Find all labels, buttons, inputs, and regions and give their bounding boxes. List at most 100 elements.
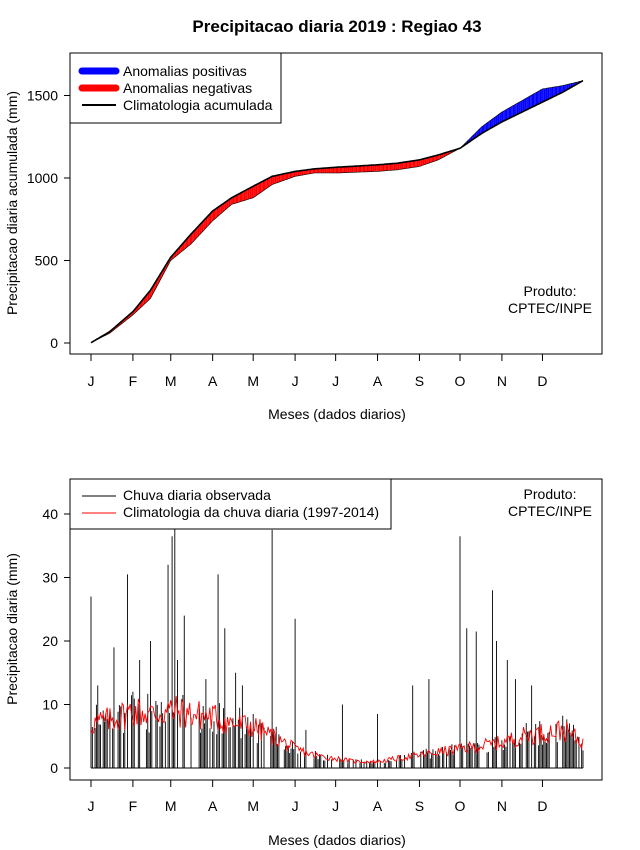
positive-anomaly-band [487,121,489,131]
positive-anomaly-band [551,87,554,98]
bottom-annotation-line-2: CPTEC/INPE [508,503,592,519]
negative-anomaly-band [405,161,408,169]
y-tick-label: 1500 [27,88,58,104]
negative-anomaly-band [186,237,189,248]
x-tick-label: S [415,798,424,814]
negative-anomaly-band [434,155,436,162]
x-tick-label: F [129,373,138,389]
positive-anomaly-band [497,113,500,125]
x-tick-label: N [497,373,507,389]
negative-anomaly-band [369,165,371,172]
negative-anomaly-band [245,189,247,201]
negative-anomaly-band [418,159,420,167]
positive-anomaly-band [553,86,555,97]
negative-anomaly-band [223,202,225,212]
negative-anomaly-band [235,194,237,204]
negative-anomaly-band [309,169,312,174]
negative-anomaly-band [332,167,335,174]
negative-anomaly-band [409,161,412,168]
negative-anomaly-band [339,166,342,173]
negative-anomaly-band [361,165,363,173]
negative-anomaly-band [241,192,243,202]
positive-anomaly-band [491,118,493,129]
negative-anomaly-band [396,163,398,170]
negative-anomaly-band [347,166,350,173]
legend-observed-label: Chuva diaria observada [123,487,271,503]
top-legend: Anomalias positivas Anomalias negativas … [69,52,282,124]
negative-anomaly-band [338,167,340,173]
y-tick-label: 40 [42,506,58,522]
top-x-axis-label: Meses (dados diarios) [268,406,406,422]
negative-anomaly-band [320,168,323,174]
x-tick-label: J [292,798,299,814]
negative-anomaly-band [273,175,275,185]
negative-anomaly-band [270,176,273,186]
bottom-x-axis-label: Meses (dados diarios) [268,832,406,848]
negative-anomaly-band [312,168,315,174]
negative-anomaly-band [209,212,212,224]
negative-anomaly-band [211,211,213,223]
negative-anomaly-band [412,160,415,168]
negative-anomaly-band [341,166,343,173]
negative-anomaly-band [203,219,205,232]
negative-anomaly-band [285,173,287,180]
negative-anomaly-band [205,216,208,229]
negative-anomaly-band [214,209,216,220]
negative-anomaly-band [423,158,425,166]
negative-anomaly-band [230,197,232,206]
positive-anomaly-band [555,86,558,96]
positive-anomaly-band [535,91,538,106]
negative-anomaly-band [303,170,305,175]
positive-anomaly-band [542,88,544,103]
negative-anomaly-band [261,181,263,193]
negative-anomaly-band [372,165,374,172]
negative-anomaly-band [368,165,370,172]
negative-anomaly-band [258,182,260,195]
negative-anomaly-band [262,180,265,192]
negative-anomaly-band [289,172,292,179]
positive-anomaly-band [499,112,501,124]
legend-positive-label: Anomalias positivas [123,63,247,79]
negative-anomaly-band [399,162,401,170]
positive-anomaly-band [546,88,548,101]
positive-anomaly-band [522,99,524,112]
x-tick-label: A [373,798,383,814]
negative-anomaly-band [218,206,220,217]
negative-anomaly-band [335,167,337,174]
negative-anomaly-band [414,160,416,168]
negative-anomaly-band [254,184,256,197]
positive-anomaly-band [561,85,563,93]
positive-anomaly-band [501,111,504,122]
negative-anomaly-band [353,166,355,173]
negative-anomaly-band [419,159,421,167]
negative-anomaly-band [323,168,325,174]
negative-anomaly-band [424,158,427,165]
positive-anomaly-band [543,88,546,102]
negative-anomaly-band [307,169,309,175]
negative-anomaly-band [408,161,410,169]
negative-anomaly-band [253,185,255,198]
negative-anomaly-band [304,169,306,175]
negative-anomaly-band [392,163,394,171]
positive-anomaly-band [554,86,556,97]
negative-anomaly-band [188,235,190,247]
positive-anomaly-band [480,126,482,135]
positive-anomaly-band [562,85,565,93]
negative-anomaly-band [328,167,331,174]
positive-anomaly-band [531,94,533,108]
negative-anomaly-band [300,170,302,176]
positive-anomaly-band [550,87,552,99]
positive-anomaly-band [485,122,488,132]
negative-anomaly-band [246,189,248,200]
positive-anomaly-band [514,104,516,116]
negative-anomaly-band [191,232,193,244]
y-tick-label: 10 [42,697,58,713]
positive-anomaly-band [489,119,492,129]
negative-anomaly-band [208,213,210,226]
negative-anomaly-band [259,182,262,194]
negative-anomaly-band [305,169,308,175]
negative-anomaly-band [330,167,332,174]
negative-anomaly-band [316,168,319,174]
y-tick-label: 1000 [27,170,58,186]
